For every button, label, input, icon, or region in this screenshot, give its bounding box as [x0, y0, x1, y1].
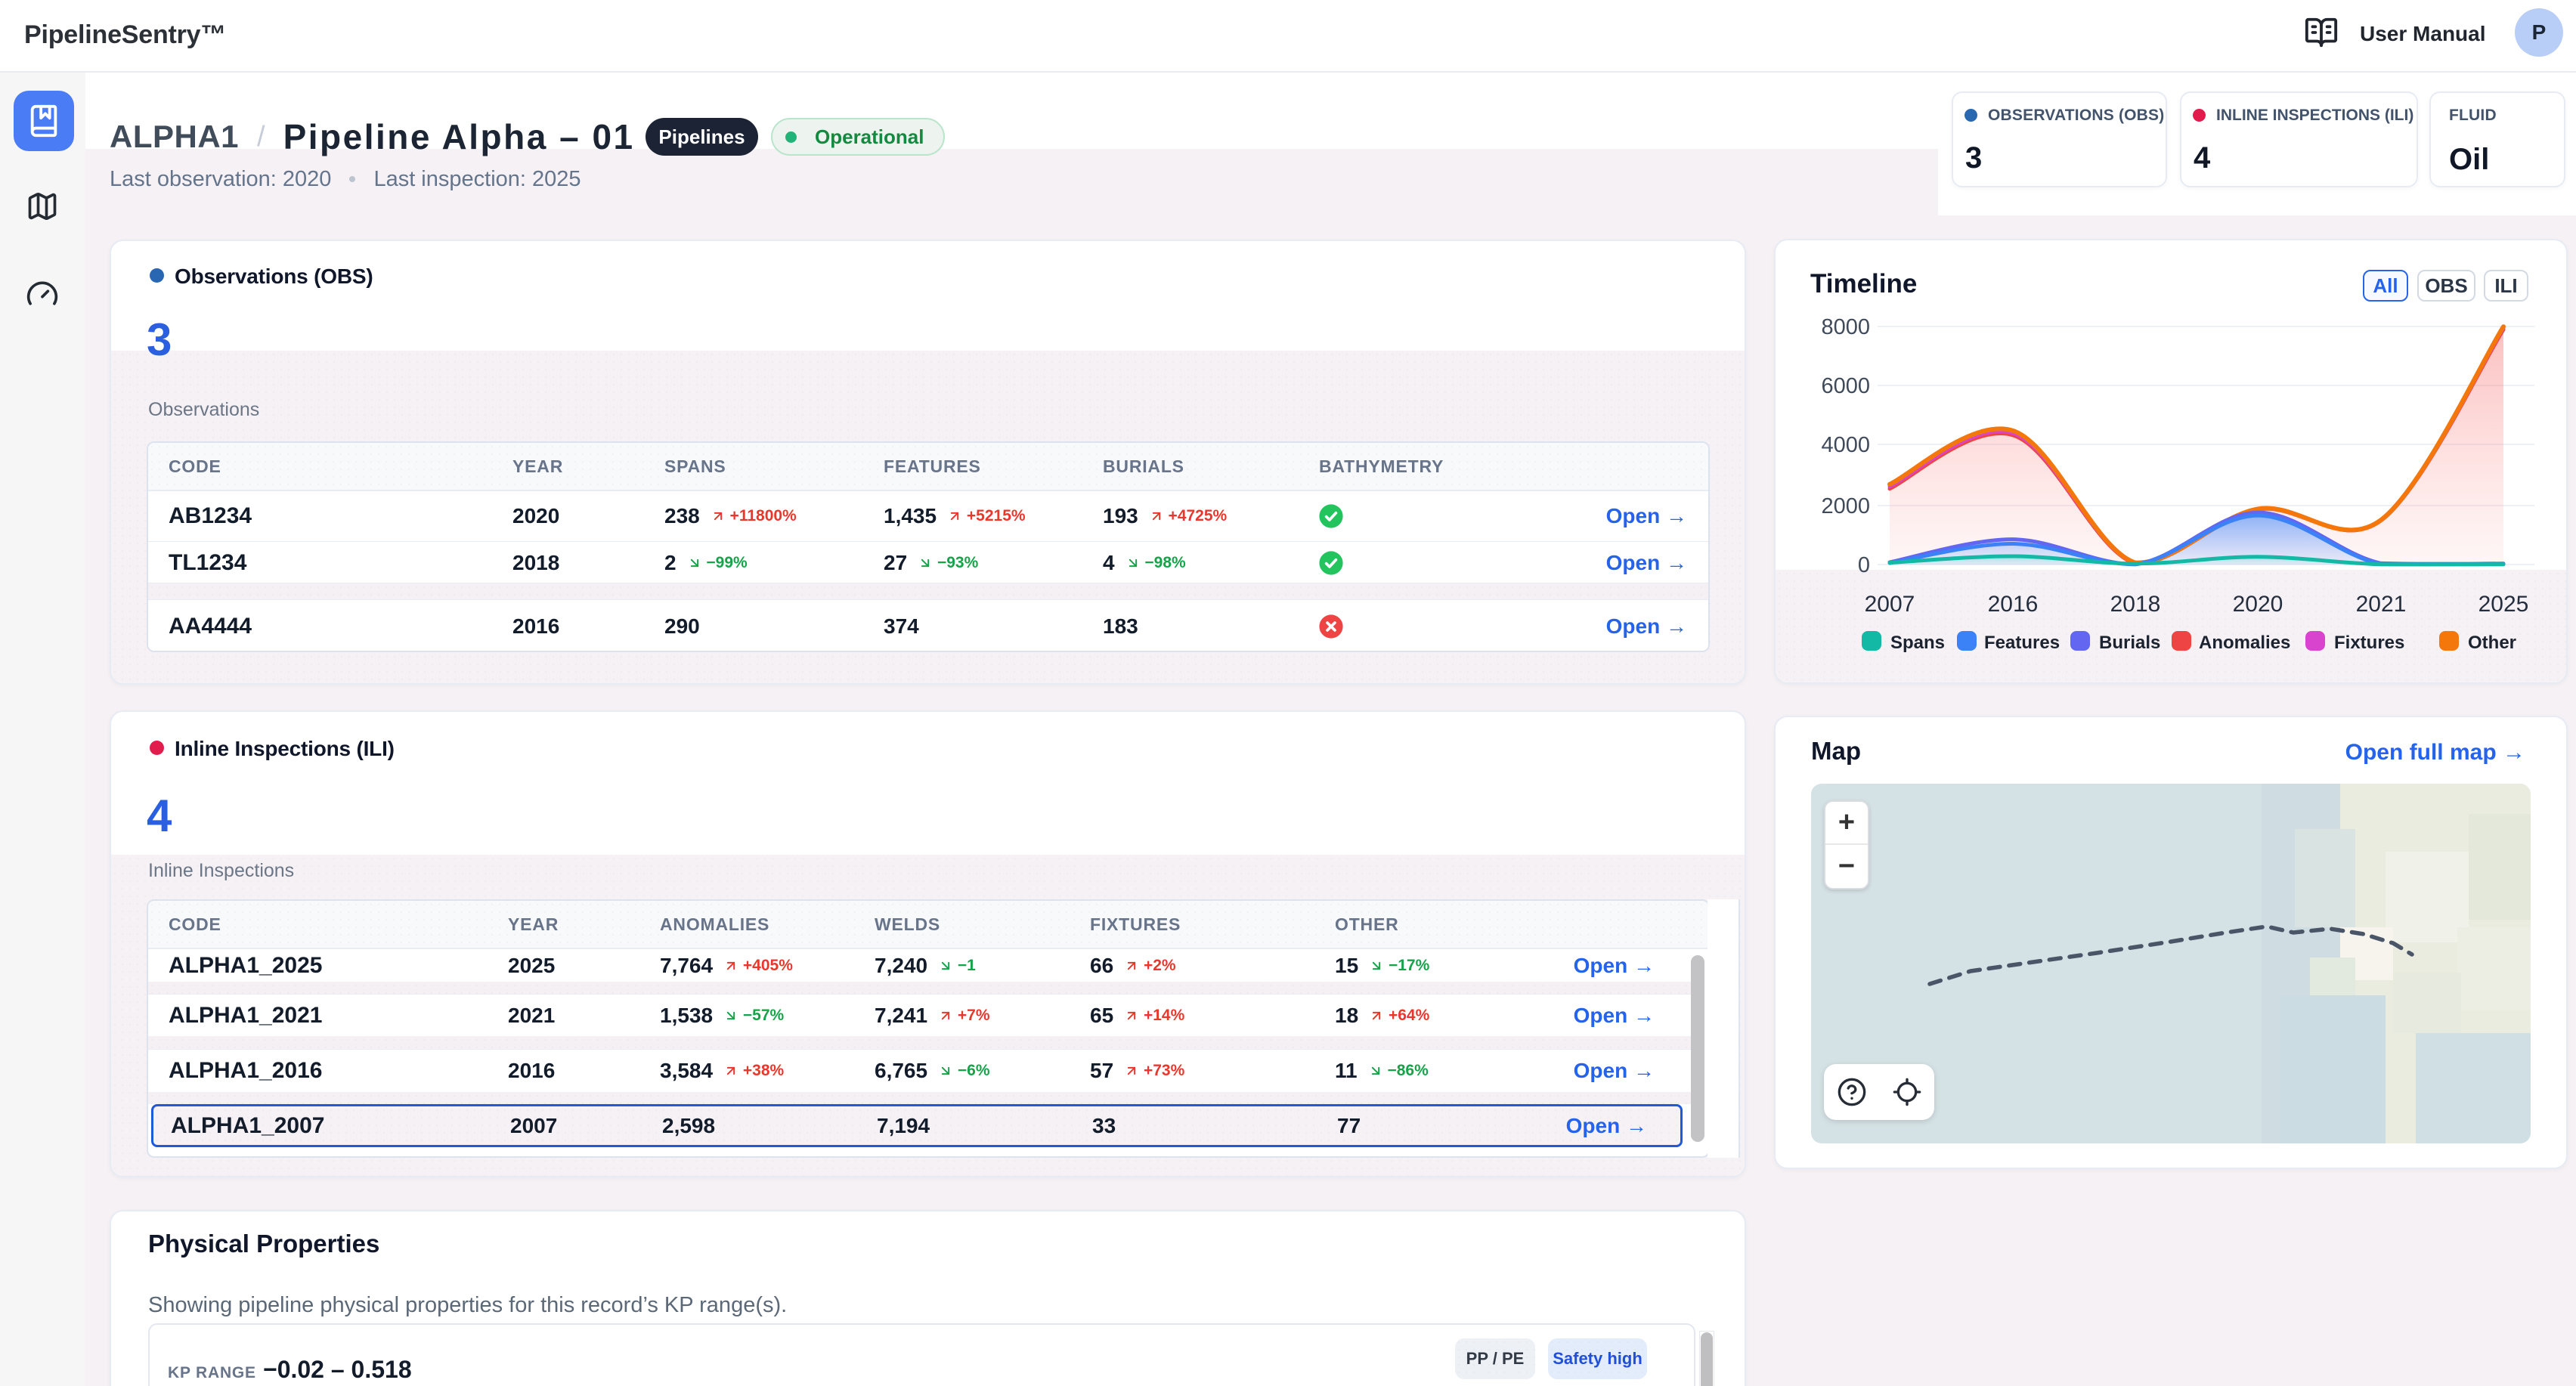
svg-text:2007: 2007: [1865, 592, 1915, 617]
svg-text:Spans: Spans: [1890, 633, 1945, 653]
svg-text:Anomalies: Anomalies: [2199, 633, 2290, 653]
svg-text:2018: 2018: [2110, 592, 2161, 617]
svg-text:6000: 6000: [1821, 374, 1870, 398]
svg-text:Other: Other: [2468, 633, 2516, 653]
svg-text:Features: Features: [1984, 633, 2060, 653]
svg-text:2021: 2021: [2356, 592, 2407, 617]
svg-text:8000: 8000: [1821, 315, 1870, 339]
svg-text:2020: 2020: [2233, 592, 2283, 617]
svg-text:2016: 2016: [1988, 592, 2039, 617]
svg-text:0: 0: [1858, 553, 1870, 577]
svg-text:Fixtures: Fixtures: [2334, 633, 2404, 653]
svg-text:Burials: Burials: [2099, 633, 2160, 653]
svg-text:2000: 2000: [1821, 494, 1870, 518]
svg-text:2025: 2025: [2478, 592, 2529, 617]
svg-text:4000: 4000: [1821, 433, 1870, 457]
